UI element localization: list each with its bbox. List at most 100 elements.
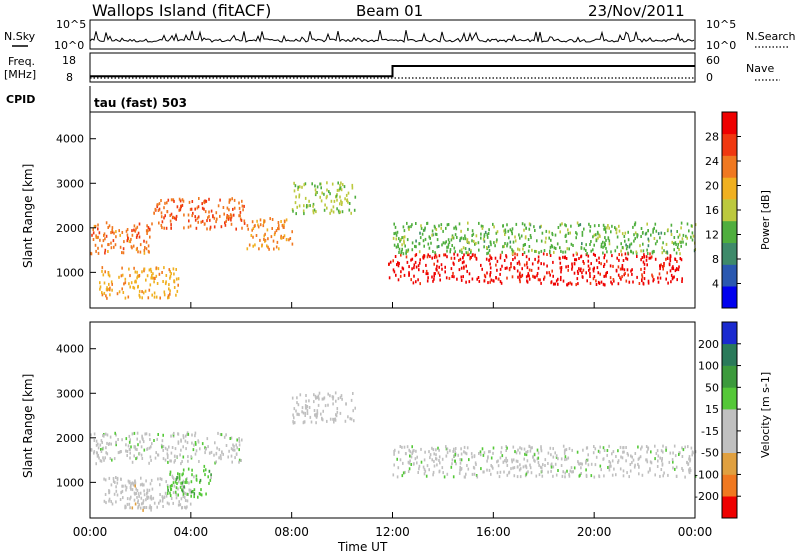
velocity-cell (492, 446, 495, 450)
velocity-cell (407, 470, 410, 473)
power-colorbar-tick-label: 28 (705, 131, 719, 144)
velocity-cell (130, 482, 132, 486)
velocity-cell (580, 466, 582, 470)
velocity-cell (661, 457, 663, 460)
velocity-cell (679, 451, 681, 455)
power-cell (692, 234, 695, 238)
power-cell (470, 250, 472, 254)
power-cell (582, 275, 584, 279)
power-cell (540, 281, 542, 285)
velocity-cell (174, 480, 177, 484)
power-cell (468, 253, 470, 257)
power-cell (480, 232, 482, 236)
velocity-cell (95, 443, 98, 447)
power-ytick-label: 2000 (56, 222, 84, 235)
power-cell (118, 275, 120, 279)
velocity-cell (298, 413, 300, 417)
power-cell (674, 257, 676, 261)
power-cell (277, 224, 280, 228)
velocity-cell (134, 492, 136, 496)
velocity-cell (641, 473, 644, 477)
power-cell (527, 238, 530, 241)
power-cell (97, 235, 99, 239)
velocity-cell (132, 483, 135, 487)
velocity-cell (441, 457, 444, 461)
velocity-cell (142, 440, 145, 444)
velocity-cell (223, 435, 226, 439)
power-cell (510, 262, 512, 266)
power-cell (607, 237, 610, 241)
power-cell (509, 240, 512, 244)
velocity-cell (541, 474, 544, 478)
power-cell (176, 205, 179, 209)
velocity-cell (149, 504, 151, 508)
power-cell (606, 271, 608, 274)
velocity-cell (104, 432, 107, 436)
velocity-cell (608, 465, 611, 469)
velocity-cell (185, 447, 187, 451)
power-cell (411, 248, 414, 252)
power-cell (289, 237, 292, 240)
velocity-cell (173, 431, 175, 435)
velocity-cell (502, 460, 505, 464)
power-cell (402, 252, 405, 256)
velocity-cell (184, 491, 187, 495)
power-cell (600, 242, 603, 246)
power-cell (562, 279, 565, 283)
velocity-cell (214, 461, 216, 465)
velocity-cell (150, 497, 153, 501)
power-cell (238, 206, 241, 210)
power-cell (213, 216, 216, 220)
velocity-cell (420, 447, 422, 451)
power-cell (339, 195, 341, 199)
velocity-cell (137, 443, 139, 447)
velocity-cell (162, 505, 164, 508)
velocity-cell (640, 447, 642, 451)
velocity-cell (544, 464, 546, 467)
power-cell (138, 289, 141, 293)
power-cell (164, 282, 167, 286)
power-cell (277, 227, 279, 231)
velocity-cell (169, 484, 172, 488)
power-cell (423, 244, 425, 248)
power-cell (136, 276, 138, 280)
velocity-cell (199, 447, 201, 451)
power-cell (304, 196, 307, 200)
velocity-cell (193, 492, 196, 496)
power-cell (476, 277, 478, 281)
velocity-cell (463, 475, 466, 479)
power-cell (293, 189, 296, 193)
power-cell (581, 230, 584, 234)
power-cell (665, 251, 667, 254)
time-tick-label: 08:00 (274, 525, 309, 539)
power-cell (600, 280, 603, 284)
power-cell (392, 268, 395, 272)
velocity-cell (452, 449, 454, 453)
power-cell (159, 296, 161, 300)
power-colorbar-swatch (722, 242, 737, 265)
power-cell (647, 281, 650, 285)
power-cell (106, 286, 108, 290)
velocity-cell (207, 445, 209, 449)
power-cell (657, 232, 660, 236)
power-cell (110, 246, 113, 250)
velocity-cell (192, 448, 195, 452)
velocity-cell (536, 448, 539, 452)
power-cell (466, 253, 469, 257)
velocity-cell (138, 503, 141, 507)
velocity-cell (184, 434, 187, 438)
power-cell (507, 229, 509, 233)
velocity-cell (238, 458, 241, 462)
power-cell (650, 255, 653, 259)
power-cell (590, 240, 592, 243)
power-cell (634, 221, 637, 225)
power-cell (511, 275, 514, 279)
power-cell (501, 264, 503, 268)
power-cell (503, 244, 505, 248)
velocity-cell (564, 458, 566, 462)
power-cell (681, 277, 683, 281)
velocity-cell (126, 450, 129, 453)
power-cell (608, 226, 610, 230)
power-cell (617, 282, 620, 286)
power-cell (169, 274, 172, 278)
